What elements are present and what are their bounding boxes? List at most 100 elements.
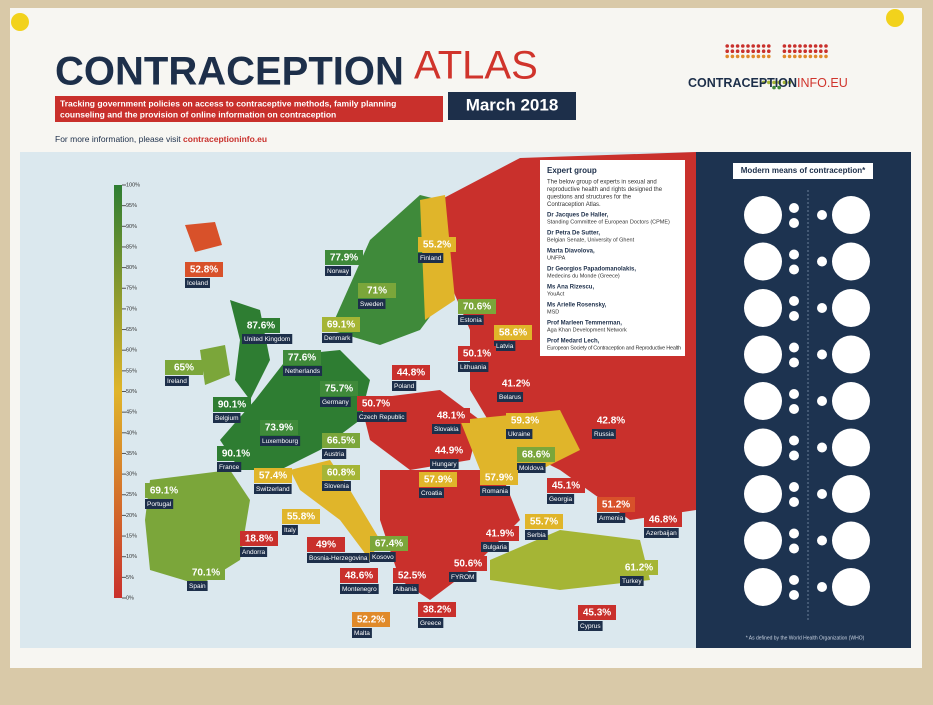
method-icon — [744, 196, 782, 234]
method-badge — [789, 404, 799, 414]
name-box — [282, 525, 298, 535]
method-icon — [832, 428, 870, 467]
expert-intro: reproductive health and rights designed … — [547, 187, 663, 193]
logo-dot — [819, 54, 823, 59]
logo-dot — [772, 85, 776, 90]
country-value: 70.6% — [463, 302, 491, 313]
country-value: 51.2% — [602, 500, 630, 511]
value-box — [320, 381, 358, 396]
value-box — [458, 299, 496, 314]
logo-dot — [782, 54, 787, 59]
logo-dot — [761, 54, 766, 59]
country-name: Slovakia — [434, 426, 459, 433]
country-value: 70.1% — [192, 568, 220, 579]
name-box — [393, 584, 419, 594]
logo-dot — [787, 54, 792, 59]
method-badge — [789, 389, 799, 399]
value-box — [283, 350, 321, 365]
country-name: Albania — [395, 586, 417, 593]
country-name: Bulgaria — [483, 544, 507, 551]
method-badge — [789, 482, 799, 492]
method-icon — [744, 335, 782, 374]
value-box — [432, 408, 470, 423]
logo-dot — [730, 54, 735, 59]
value-box — [185, 262, 223, 277]
subtitle: counseling and the provision of online i… — [60, 109, 336, 119]
scale-label: 55% — [126, 368, 137, 374]
country-value: 55.2% — [423, 240, 451, 251]
country-value: 48.6% — [345, 571, 373, 582]
name-box — [517, 463, 546, 473]
country-value: 77.9% — [330, 253, 358, 264]
country-name: Netherlands — [285, 368, 321, 375]
country-value: 67.4% — [375, 539, 403, 550]
name-box — [620, 576, 644, 586]
method-icon — [832, 242, 870, 281]
value-box — [254, 468, 292, 483]
country-name: Turkey — [622, 578, 642, 585]
name-box — [185, 278, 210, 288]
country-value: 71% — [367, 286, 387, 297]
name-box — [578, 621, 603, 631]
country-value: 75.7% — [325, 384, 353, 395]
method-icon — [744, 289, 782, 327]
method-badge — [789, 528, 799, 539]
expert-role: Aga Khan Development Network — [547, 327, 627, 333]
scale-label: 80% — [126, 265, 137, 271]
value-box — [418, 602, 456, 617]
logo-dot — [813, 54, 818, 59]
logo-dot — [782, 44, 787, 48]
country-value: 50.1% — [463, 349, 491, 360]
scale-label: 75% — [126, 286, 137, 292]
value-box — [547, 478, 585, 493]
country-value: 45.3% — [583, 608, 611, 619]
name-box — [644, 528, 679, 538]
country-name: Austria — [324, 451, 345, 458]
region-ireland — [200, 345, 230, 385]
scale-labels: 100% 95% 90% 85% 80% 75% 70% 65% 60% 55% 50% 45% 40%… — [122, 182, 140, 601]
logo-dot — [808, 44, 813, 48]
country-name: Italy — [284, 527, 297, 534]
value-box — [620, 560, 658, 575]
info-text: For more information, please visit contr… — [55, 134, 267, 144]
value-box — [282, 509, 320, 524]
name-box — [145, 499, 174, 509]
value-box — [322, 433, 360, 448]
name-box — [307, 553, 370, 563]
pin — [886, 9, 904, 27]
logo-dot — [730, 49, 735, 53]
country-value: 42.8% — [597, 416, 625, 427]
country-name: Lithuania — [460, 364, 487, 371]
logo-dot — [824, 49, 828, 53]
name-box — [352, 628, 372, 638]
logo-dot — [793, 49, 797, 53]
logo-dot — [761, 44, 766, 48]
logo-dot — [787, 44, 792, 48]
scale-label: 45% — [126, 410, 137, 416]
country-value: 69.1% — [327, 320, 355, 331]
method-badge — [789, 249, 799, 260]
logo-main: CONTRACEPTION — [688, 76, 797, 90]
value-box — [449, 556, 487, 571]
scale-label: 10% — [126, 554, 137, 560]
country-name: Montenegro — [342, 586, 377, 593]
method-icon — [744, 475, 782, 513]
country-name: Serbia — [527, 532, 546, 539]
scale-label: 5% — [126, 575, 134, 581]
country-value: 77.6% — [288, 353, 316, 364]
value-box — [506, 413, 544, 428]
logo-dot — [782, 80, 787, 85]
expert-name: Marta Diavolova, — [547, 249, 595, 255]
country-name: Andorra — [242, 549, 266, 556]
country-name: Iceland — [187, 280, 208, 287]
method-badge — [789, 450, 799, 461]
country-name: Georgia — [549, 496, 573, 503]
name-box — [242, 334, 293, 344]
expert-intro: Contraception Atlas. — [547, 202, 601, 208]
country-value: 69.1% — [150, 486, 178, 497]
name-box — [430, 459, 459, 469]
logo-dot — [803, 49, 807, 53]
name-box — [320, 397, 351, 407]
date: March 2018 — [466, 95, 559, 114]
method-icon — [832, 382, 870, 420]
